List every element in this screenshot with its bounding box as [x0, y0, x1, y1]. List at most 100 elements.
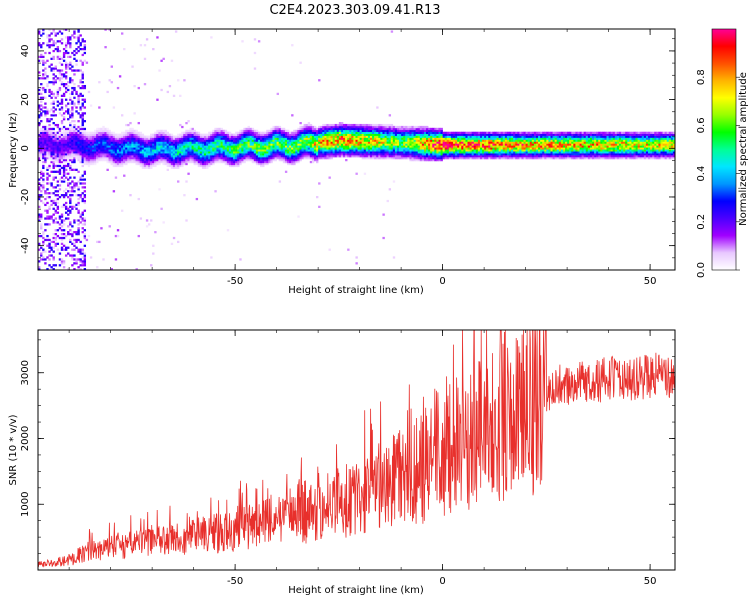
- heatmap-cell: [475, 157, 479, 160]
- heatmap-cell: [185, 149, 188, 152]
- heatmap-cell: [123, 160, 126, 164]
- heatmap-cell: [94, 147, 97, 150]
- heatmap-cell: [48, 149, 51, 152]
- heatmap-cell: [253, 158, 257, 162]
- heatmap-cell: [108, 29, 111, 31]
- heatmap-cell: [154, 147, 157, 150]
- heatmap-cell: [401, 129, 404, 133]
- heatmap-cell: [463, 151, 466, 154]
- heatmap-cell: [459, 143, 462, 146]
- heatmap-cell: [492, 149, 495, 152]
- heatmap-cell: [83, 40, 87, 43]
- heatmap-cell: [411, 145, 414, 148]
- heatmap-cell: [79, 264, 82, 267]
- heatmap-cell: [73, 205, 76, 208]
- heatmap-cell: [46, 149, 49, 152]
- heatmap-cell: [382, 125, 385, 129]
- heatmap-cell: [230, 160, 234, 164]
- heatmap-cell: [396, 155, 400, 158]
- heatmap-cell: [199, 149, 203, 152]
- heatmap-cell: [38, 104, 41, 107]
- heatmap-cell: [139, 133, 143, 136]
- heatmap-cell: [467, 145, 470, 148]
- heatmap-cell: [118, 164, 122, 168]
- heatmap-cell: [224, 149, 228, 152]
- heatmap-cell: [166, 90, 170, 94]
- heatmap-cell: [347, 131, 350, 134]
- heatmap-cell: [71, 86, 74, 90]
- heatmap-cell: [222, 137, 226, 140]
- heatmap-cell: [394, 137, 398, 140]
- heatmap-cell: [48, 166, 51, 170]
- heatmap-cell: [270, 141, 273, 144]
- heatmap-cell: [284, 170, 288, 173]
- heatmap-cell: [440, 133, 443, 136]
- heatmap-cell: [436, 153, 439, 156]
- heatmap-cell: [498, 145, 501, 148]
- heatmap-cell: [110, 155, 113, 158]
- heatmap-cell: [185, 180, 188, 183]
- heatmap-cell: [208, 137, 211, 140]
- heatmap-cell: [226, 157, 230, 160]
- heatmap-cell: [299, 151, 302, 154]
- heatmap-cell: [276, 155, 279, 158]
- heatmap-cell: [143, 157, 147, 160]
- heatmap-cell: [419, 158, 423, 162]
- heatmap-cell: [199, 133, 203, 136]
- heatmap-cell: [135, 160, 138, 164]
- heatmap-cell: [471, 139, 475, 142]
- heatmap-cell: [52, 121, 55, 125]
- heatmap-cell: [409, 129, 412, 133]
- heatmap-cell: [262, 135, 265, 138]
- heatmap-cell: [112, 153, 116, 156]
- heatmap-cell: [58, 252, 62, 255]
- heatmap-cell: [81, 81, 84, 84]
- heatmap-cell: [411, 125, 414, 129]
- heatmap-cell: [365, 135, 369, 138]
- heatmap-cell: [64, 77, 68, 80]
- heatmap-cell: [177, 151, 180, 154]
- heatmap-cell: [152, 137, 155, 140]
- heatmap-cell: [87, 133, 91, 136]
- heatmap-cell: [401, 151, 404, 154]
- heatmap-cell: [44, 61, 47, 64]
- heatmap-cell: [284, 151, 288, 154]
- heatmap-cell: [426, 129, 429, 133]
- heatmap-cell: [199, 135, 203, 138]
- heatmap-cell: [235, 162, 238, 166]
- heatmap-cell: [282, 155, 286, 158]
- heatmap-cell: [141, 145, 145, 148]
- heatmap-cell: [426, 157, 429, 160]
- heatmap-cell: [401, 127, 404, 131]
- heatmap-cell: [367, 143, 371, 146]
- heatmap-cell: [405, 129, 408, 133]
- heatmap-cell: [463, 131, 466, 134]
- heatmap-cell: [374, 127, 377, 131]
- heatmap-cell: [289, 158, 292, 162]
- heatmap-cell: [112, 190, 116, 193]
- heatmap-cell: [71, 133, 74, 136]
- heatmap-cell: [129, 133, 132, 136]
- heatmap-cell: [386, 131, 389, 134]
- heatmap-cell: [409, 157, 412, 160]
- heatmap-cell: [349, 153, 352, 156]
- heatmap-cell: [125, 133, 128, 136]
- heatmap-cell: [502, 147, 506, 150]
- heatmap-cell: [85, 135, 89, 138]
- heatmap-cell: [459, 133, 462, 136]
- heatmap-cell: [515, 151, 518, 154]
- heatmap-cell: [52, 102, 55, 105]
- heatmap-cell: [56, 145, 60, 148]
- heatmap-cell: [195, 155, 199, 158]
- heatmap-cell: [434, 151, 437, 154]
- heatmap-cell: [421, 127, 425, 131]
- heatmap-cell: [67, 88, 70, 92]
- heatmap-cell: [123, 162, 126, 166]
- heatmap-cell: [77, 211, 80, 214]
- heatmap-cell: [62, 129, 66, 133]
- heatmap-cell: [73, 242, 76, 245]
- heatmap-cell: [255, 149, 259, 152]
- heatmap-cell: [455, 157, 458, 160]
- heatmap-cell: [58, 170, 62, 173]
- heatmap-cell: [203, 135, 207, 138]
